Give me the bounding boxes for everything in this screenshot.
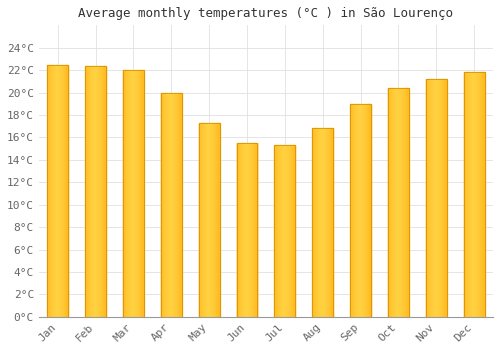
Bar xyxy=(350,104,371,317)
Bar xyxy=(464,72,484,317)
Bar xyxy=(426,79,446,317)
Bar xyxy=(236,143,258,317)
Bar xyxy=(123,70,144,317)
Bar xyxy=(198,123,220,317)
Title: Average monthly temperatures (°C ) in São Lourenço: Average monthly temperatures (°C ) in Sã… xyxy=(78,7,454,20)
Bar xyxy=(274,145,295,317)
Bar xyxy=(85,66,106,317)
Bar xyxy=(48,64,68,317)
Bar xyxy=(161,92,182,317)
Bar xyxy=(388,88,409,317)
Bar xyxy=(312,128,333,317)
